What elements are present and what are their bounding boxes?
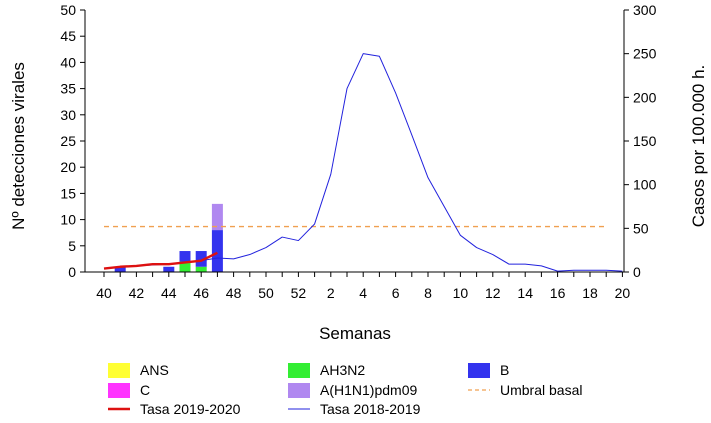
legend-label: A(H1N1)pdm09 [320,382,417,398]
y-right-tick-label: 100 [633,177,657,193]
bar-b [211,230,223,272]
legend-swatch [468,363,490,378]
legend-swatch [288,383,310,398]
y-left-tick-label: 15 [60,185,76,201]
y-left-tick-label: 25 [60,133,76,149]
legend-label: AH3N2 [320,362,365,378]
x-tick-label: 6 [392,285,400,301]
y-left-tick-label: 0 [68,264,76,280]
y-axis-right-title: Casos por 100.000 h. [689,65,708,228]
bar-ah3n2 [179,261,191,272]
rate-2018-2019-line [103,53,623,272]
legend-swatch [288,363,310,378]
legend-swatch [108,383,130,398]
y-right-tick-label: 250 [633,46,657,62]
x-tick-label: 48 [226,285,242,301]
legend-label: ANS [140,362,169,378]
y-right-tick-label: 150 [633,133,657,149]
y-right-tick-label: 300 [633,2,657,18]
x-tick-label: 4 [359,285,367,301]
x-tick-label: 40 [96,285,112,301]
x-axis-title: Semanas [319,324,391,343]
x-tick-label: 10 [453,285,469,301]
x-tick-label: 42 [129,285,145,301]
bar-b [114,266,126,272]
bar-series-group [114,203,223,272]
rate-2019-2020-line [103,251,218,270]
y-left-tick-label: 30 [60,107,76,123]
y-left-tick-label: 45 [60,28,76,44]
x-tick-label: 16 [550,285,566,301]
y-right-tick-label: 0 [633,264,641,280]
legend-label: Tasa 2019-2020 [140,401,241,417]
x-tick-label: 46 [193,285,209,301]
y-axis-left-title: Nº detecciones virales [9,62,28,230]
y-left-tick-label: 10 [60,212,76,228]
y-left-tick-label: 20 [60,159,76,175]
legend-swatch [108,363,130,378]
y-left-tick-label: 5 [68,238,76,254]
x-tick-label: 2 [327,285,335,301]
x-tick-label: 8 [424,285,432,301]
bar-b [195,251,207,267]
legend-label: B [500,362,509,378]
y-right-tick-label: 50 [633,220,649,236]
legend-label: Umbral basal [500,382,582,398]
x-tick-label: 52 [291,285,307,301]
x-tick-label: 20 [615,285,631,301]
bar-b [179,251,191,262]
bar-b [163,266,175,272]
y-left-tick-label: 40 [60,54,76,70]
legend-label: C [140,382,150,398]
legend: ANS C Tasa 2019-2020 AH3N2 A(H1N1)pdm09 Tasa … [108,362,582,417]
legend-label: Tasa 2018-2019 [320,401,421,417]
y-right-tick-label: 200 [633,89,657,105]
x-tick-label: 50 [258,285,274,301]
bar-ah3n2 [195,266,207,272]
bar-a-h1n1-pdm09 [211,203,223,231]
y-left-tick-label: 35 [60,81,76,97]
x-tick-label: 14 [517,285,533,301]
y-left-tick-label: 50 [60,2,76,18]
x-tick-label: 12 [485,285,501,301]
x-tick-label: 18 [582,285,598,301]
x-tick-label: 44 [161,285,177,301]
